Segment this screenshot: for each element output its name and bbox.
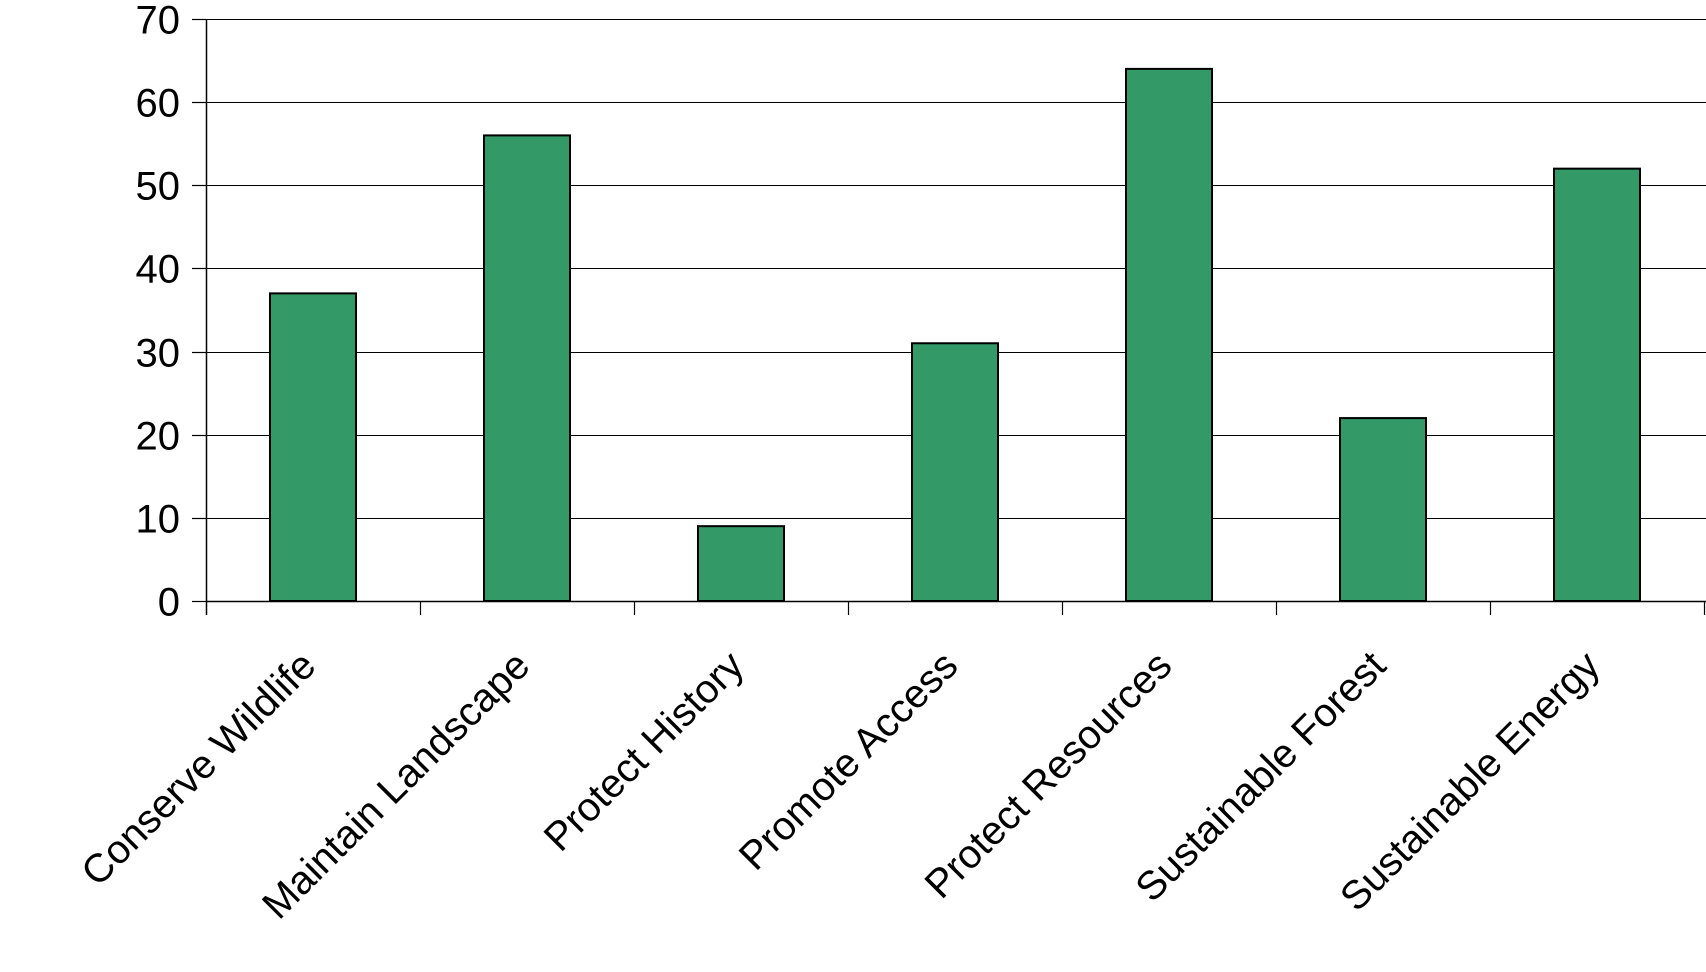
y-tick-label: 60 [136, 82, 181, 126]
bars [269, 67, 1641, 603]
y-tick-label: 40 [136, 248, 181, 292]
x-tick-label: Protect History [536, 643, 753, 860]
y-tick-labels: 0 10 20 30 40 50 60 70 [136, 0, 181, 625]
bar [483, 134, 571, 602]
x-tick-label: Promote Access [731, 643, 966, 878]
bar [911, 342, 999, 602]
y-tick-label: 10 [136, 498, 181, 542]
y-tick-label: 20 [136, 415, 181, 459]
bar [1553, 167, 1641, 603]
y-tick-label: 30 [136, 332, 181, 376]
axes [192, 18, 1706, 615]
y-tick-label: 70 [136, 0, 181, 43]
x-tick-label: Conserve Wildlife [73, 643, 324, 894]
y-tick-label: 50 [136, 165, 181, 209]
bar [697, 525, 785, 603]
bar [1125, 67, 1213, 602]
bar [269, 292, 357, 602]
bar [1339, 417, 1427, 603]
y-tick-label: 0 [158, 581, 180, 625]
